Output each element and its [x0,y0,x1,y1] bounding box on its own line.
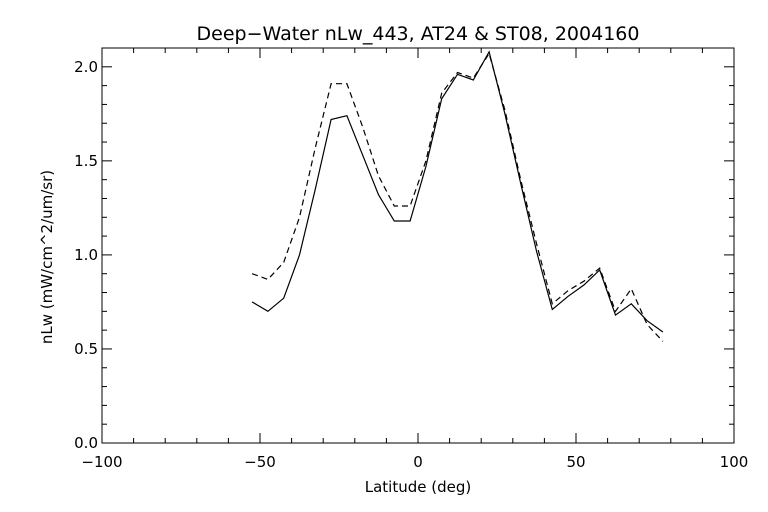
x-tick-label: −50 [244,453,276,471]
y-tick-label: 1.5 [74,152,98,170]
x-axis-label: Latitude (deg) [365,478,471,496]
y-axis-label: nLw (mW/cm^2/um/sr) [38,170,56,344]
x-tick-label: −100 [81,453,122,471]
axis-ticks [101,47,735,444]
y-tick-label: 2.0 [74,58,98,76]
x-tick-label: 100 [720,453,749,471]
y-tick-label: 1.0 [74,246,98,264]
series-line-solid [251,50,664,333]
x-tick-label: 50 [566,453,585,471]
y-tick-label: 0.5 [74,340,98,358]
series-group [251,50,664,342]
axis-tick-labels: −100 −50 0 50 100 0.0 0.5 1.0 1.5 2.0 [74,58,748,471]
series-line-dashed [251,52,664,342]
x-tick-label: 0 [413,453,423,471]
y-tick-label: 0.0 [74,434,98,452]
chart-title: Deep−Water nLw_443, AT24 & ST08, 2004160 [197,23,640,45]
